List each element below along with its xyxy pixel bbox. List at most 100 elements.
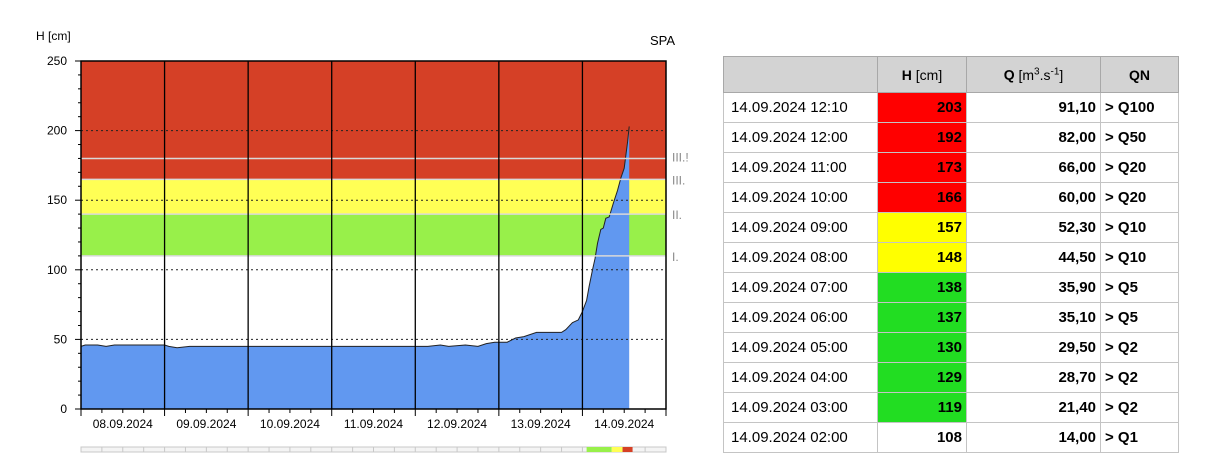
- qn-value-cell: > Q5: [1100, 272, 1179, 303]
- table-row: 14.09.2024 04:00 129 28,70 > Q2: [723, 362, 1179, 393]
- x-tick-label: 12.09.2024: [427, 417, 487, 431]
- q-value-cell: 21,40: [966, 392, 1101, 423]
- q-header-symbol: Q: [1003, 66, 1015, 83]
- datetime-cell: 14.09.2024 04:00: [723, 362, 878, 393]
- table-row: 14.09.2024 06:00 137 35,10 > Q5: [723, 302, 1179, 333]
- alert-band-2: [81, 61, 666, 180]
- h-value-cell: 130: [877, 332, 967, 363]
- y-tick-label: 50: [54, 332, 68, 346]
- q-value-cell: 35,10: [966, 302, 1101, 333]
- threshold-label-3: III.!: [672, 150, 689, 164]
- q-value-cell: 44,50: [966, 242, 1101, 273]
- h-value-cell: 148: [877, 242, 967, 273]
- threshold-label-1: II.: [672, 208, 682, 222]
- datetime-cell: 14.09.2024 05:00: [723, 332, 878, 363]
- q-header-unit-a: [m: [1018, 66, 1035, 83]
- qn-value-cell: > Q2: [1100, 392, 1179, 423]
- water-level-line: [80, 126, 630, 349]
- y-tick-label: 250: [47, 54, 67, 68]
- station-code: SPA: [650, 33, 675, 48]
- h-value-cell: 119: [877, 392, 967, 423]
- x-tick-label: 08.09.2024: [93, 417, 153, 431]
- q-value-cell: 14,00: [966, 422, 1101, 453]
- y-tick-label: 0: [60, 402, 67, 416]
- q-header-unit-b: .s: [1039, 66, 1051, 83]
- qn-value-cell: > Q2: [1100, 332, 1179, 363]
- qn-value-cell: > Q10: [1100, 212, 1179, 243]
- y-tick-label: 200: [47, 124, 67, 138]
- h-value-cell: 203: [877, 92, 967, 123]
- measurements-table: H [cm] Q [m3.s-1] QN 14.09.2024 12:10 203…: [723, 56, 1179, 453]
- q-value-cell: 66,00: [966, 152, 1101, 183]
- x-tick-label: 13.09.2024: [511, 417, 571, 431]
- qn-value-cell: > Q2: [1100, 362, 1179, 393]
- h-value-cell: 108: [877, 422, 967, 453]
- q-value-cell: 60,00: [966, 182, 1101, 213]
- table-row: 14.09.2024 07:00 138 35,90 > Q5: [723, 272, 1179, 303]
- table-row: 14.09.2024 12:00 192 82,00 > Q50: [723, 122, 1179, 153]
- datetime-cell: 14.09.2024 03:00: [723, 392, 878, 423]
- x-tick-label: 09.09.2024: [176, 417, 236, 431]
- table-row: 14.09.2024 10:00 166 60,00 > Q20: [723, 182, 1179, 213]
- water-level-area: [81, 126, 630, 410]
- table-row: 14.09.2024 05:00 130 29,50 > Q2: [723, 332, 1179, 363]
- qn-value-cell: > Q50: [1100, 122, 1179, 153]
- qn-value-cell: > Q5: [1100, 302, 1179, 333]
- qn-value-cell: > Q20: [1100, 152, 1179, 183]
- y-tick-label: 150: [47, 193, 67, 207]
- qn-value-cell: > Q100: [1100, 92, 1179, 123]
- qn-header: QN: [1100, 56, 1179, 93]
- q-header: Q [m3.s-1]: [966, 56, 1101, 93]
- qn-value-cell: > Q1: [1100, 422, 1179, 453]
- threshold-label-0: I.: [672, 250, 679, 264]
- y-tick-label: 100: [47, 263, 67, 277]
- table-row: 14.09.2024 09:00 157 52,30 > Q10: [723, 212, 1179, 243]
- overview-segment-0: [586, 447, 612, 452]
- alert-band-0: [81, 214, 666, 256]
- overview-segment-2: [622, 447, 633, 452]
- threshold-label-2: III.: [672, 173, 685, 187]
- h-value-cell: 138: [877, 272, 967, 303]
- q-value-cell: 82,00: [966, 122, 1101, 153]
- h-value-cell: 192: [877, 122, 967, 153]
- alert-band-1: [81, 179, 666, 215]
- h-value-cell: 137: [877, 302, 967, 333]
- x-tick-label: 10.09.2024: [260, 417, 320, 431]
- h-value-cell: 157: [877, 212, 967, 243]
- q-header-sup: 3: [1034, 66, 1040, 78]
- q-value-cell: 35,90: [966, 272, 1101, 303]
- h-header-symbol: H: [901, 66, 912, 83]
- qn-value-cell: > Q20: [1100, 182, 1179, 213]
- q-value-cell: 52,30: [966, 212, 1101, 243]
- h-value-cell: 166: [877, 182, 967, 213]
- x-tick-label: 11.09.2024: [344, 417, 403, 431]
- datetime-cell: 14.09.2024 12:00: [723, 122, 878, 153]
- datetime-cell: 14.09.2024 11:00: [723, 152, 878, 183]
- q-header-unit-c: ]: [1059, 66, 1064, 83]
- h-value-cell: 129: [877, 362, 967, 393]
- datetime-cell: 14.09.2024 10:00: [723, 182, 878, 213]
- datetime-cell: 14.09.2024 07:00: [723, 272, 878, 303]
- datetime-header: [723, 56, 878, 93]
- y-axis-title: H [cm]: [36, 29, 71, 43]
- h-header-unit: [cm]: [915, 66, 943, 83]
- overview-segment-1: [611, 447, 623, 452]
- table-row: 14.09.2024 08:00 148 44,50 > Q10: [723, 242, 1179, 273]
- datetime-cell: 14.09.2024 06:00: [723, 302, 878, 333]
- datetime-cell: 14.09.2024 02:00: [723, 422, 878, 453]
- water-level-chart: I. II. III. III.! 0 50 100 150 200 250 08.09.2024 0…: [36, 29, 689, 453]
- q-value-cell: 29,50: [966, 332, 1101, 363]
- q-header-sup2: -1: [1050, 66, 1060, 78]
- x-tick-label: 14.09.2024: [594, 417, 654, 431]
- table-header-row: H [cm] Q [m3.s-1] QN: [723, 56, 1179, 93]
- datetime-cell: 14.09.2024 12:10: [723, 92, 878, 123]
- qn-value-cell: > Q10: [1100, 242, 1179, 273]
- h-value-cell: 173: [877, 152, 967, 183]
- h-header: H [cm]: [877, 56, 967, 93]
- q-value-cell: 28,70: [966, 362, 1101, 393]
- datetime-cell: 14.09.2024 08:00: [723, 242, 878, 273]
- q-value-cell: 91,10: [966, 92, 1101, 123]
- table-row: 14.09.2024 12:10 203 91,10 > Q100: [723, 92, 1179, 123]
- datetime-cell: 14.09.2024 09:00: [723, 212, 878, 243]
- table-row: 14.09.2024 11:00 173 66,00 > Q20: [723, 152, 1179, 183]
